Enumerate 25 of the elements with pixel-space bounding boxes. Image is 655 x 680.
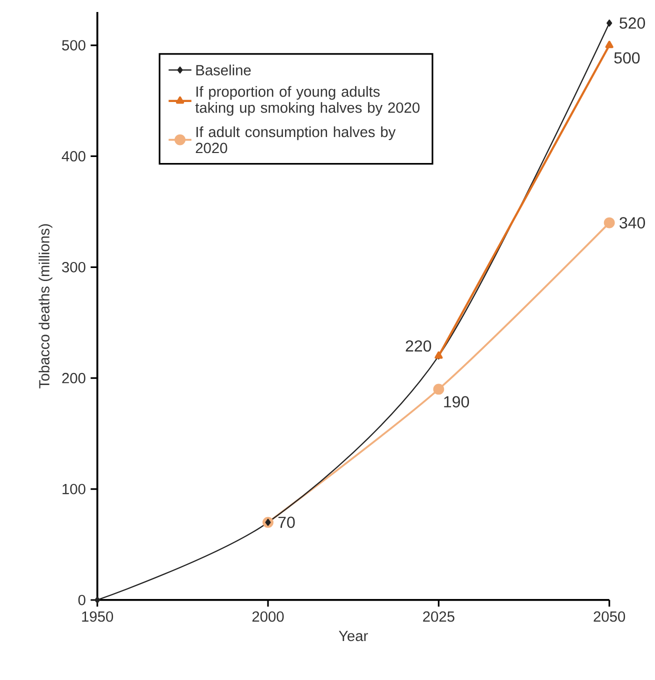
x-tick-label: 2025	[423, 611, 455, 622]
y-tick-label: 500	[62, 40, 86, 50]
y-tick-label: 400	[62, 151, 86, 162]
data-label: 520	[620, 17, 646, 29]
data-label: 500	[614, 52, 640, 64]
data-label: 340	[620, 217, 646, 228]
y-axis-title: Tobacco deaths (millions)	[38, 224, 52, 388]
data-label: 220	[406, 340, 432, 352]
x-tick-label: 1950	[82, 611, 114, 622]
data-label: 70	[278, 516, 295, 528]
x-tick-label: 2000	[252, 611, 284, 622]
y-tick-label: 0	[78, 594, 86, 606]
legend-label: If adult consumption halves by 2020	[196, 126, 396, 154]
y-tick-label: 200	[62, 372, 86, 384]
legend-label: Baseline	[196, 64, 251, 76]
legend-label: If proportion of young adults taking up smoking halves by 2020	[196, 86, 420, 116]
x-axis-title: Year	[338, 630, 368, 642]
point	[604, 217, 615, 228]
y-tick-label: 300	[62, 262, 86, 272]
point	[433, 384, 444, 395]
data-label: 190	[444, 396, 470, 408]
point	[94, 596, 100, 604]
y-tick-label: 100	[62, 484, 86, 494]
x-tick-label: 2050	[594, 611, 626, 622]
point	[606, 20, 612, 27]
